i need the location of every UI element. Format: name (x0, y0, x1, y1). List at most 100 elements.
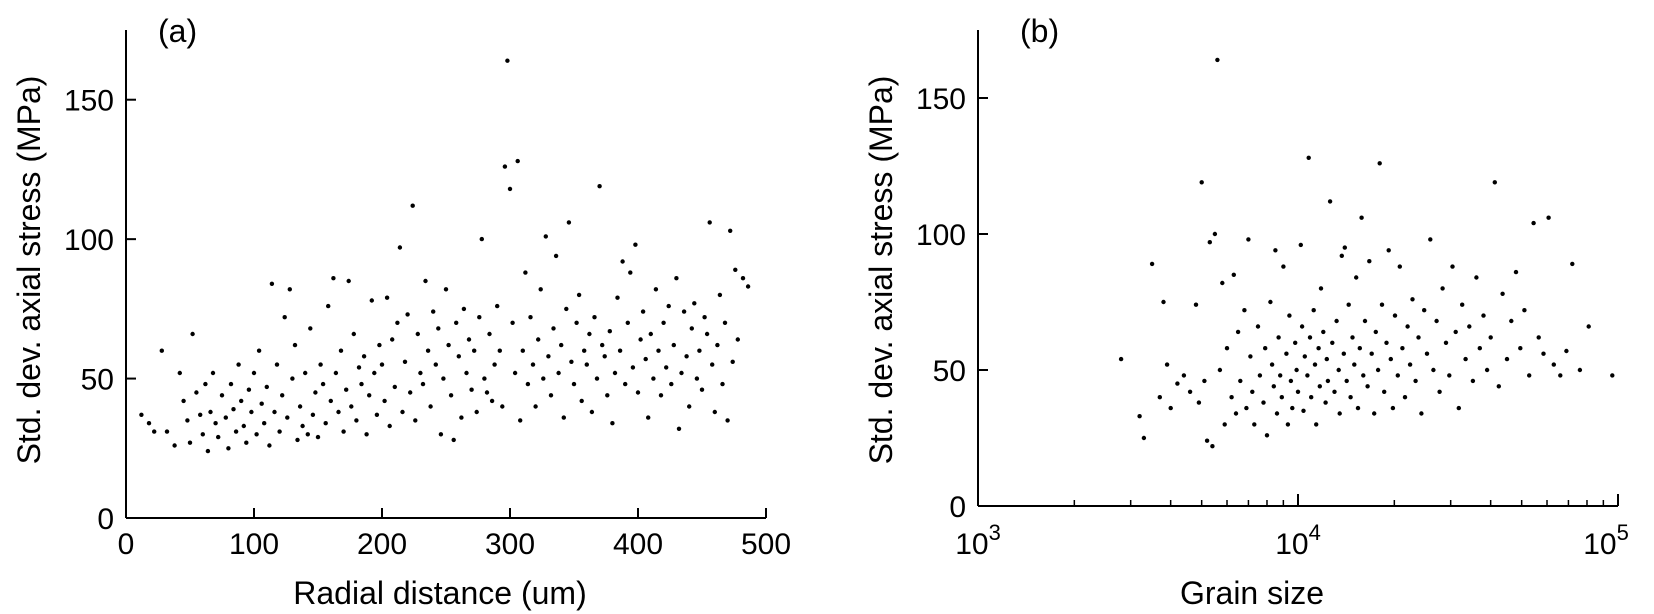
panel-a-data-point (664, 365, 669, 370)
panel-a-data-point (244, 440, 249, 445)
panel-a-data-point (397, 245, 403, 250)
panel-b-data-point (1443, 340, 1449, 345)
panel-b-data-point (1456, 405, 1462, 411)
panel-a-data-point (551, 326, 556, 331)
panel-a-data-point (745, 284, 751, 289)
panel-b-data-point (1307, 335, 1313, 340)
panel-b-data-point (1500, 291, 1505, 296)
panel-b-data-point (1295, 389, 1301, 394)
panel-a-data-point (336, 409, 341, 415)
panel-a-data-point (582, 348, 587, 353)
panel-b-data-point (1276, 335, 1281, 340)
panel-b-data-point (1268, 299, 1273, 305)
panel-b-data-point (1463, 356, 1468, 362)
panel-b-data-point (1419, 411, 1424, 416)
panel-b-data-point (1365, 384, 1370, 389)
panel-b-data-point (1522, 308, 1527, 313)
panel-a-data-point (697, 348, 702, 353)
panel-b-data-point (1437, 389, 1442, 394)
panel-a-data-point (464, 370, 469, 376)
panel-b-data-point (1298, 242, 1304, 248)
panel-a-data-point (223, 415, 228, 420)
panel-a-data-point (602, 354, 607, 359)
panel-a-data-point (571, 381, 577, 387)
panel-a-data-point (433, 362, 438, 367)
panel-b-data-point (1284, 351, 1289, 356)
panel-a-data-point (361, 354, 367, 359)
panel-a-data-point (538, 287, 543, 292)
panel-a-data-point (630, 365, 636, 370)
panel-b-data-point (1551, 362, 1557, 367)
panel-a-data-point (543, 234, 548, 239)
panel-a-data-point (633, 242, 638, 247)
panel-a-data-point (523, 270, 528, 275)
panel-a-data-point (264, 384, 269, 390)
panel-a-data-point (326, 303, 331, 309)
panel-b-data-point (1161, 299, 1166, 305)
panel-b-data-point (1248, 354, 1253, 359)
panel-a-data-point (349, 404, 354, 409)
panel-a-data-point (579, 398, 584, 404)
panel-b-data-point (1558, 373, 1563, 378)
panel-b-data-point (1397, 264, 1403, 269)
panel-b-data-point (1413, 378, 1418, 384)
panel-a-data-point (658, 393, 664, 398)
panel-a-data-point (190, 331, 195, 337)
panel-a-data-point (656, 348, 661, 353)
panel-a-data-point (589, 409, 595, 415)
panel-a-data-point (425, 348, 431, 353)
panel-b-data-point (1577, 367, 1583, 373)
panel-a-data-point (431, 309, 436, 314)
panel-b-data-point (1278, 373, 1283, 378)
panel-a-x-tick-label: 0 (118, 528, 135, 561)
panel-a-data-point (661, 320, 666, 325)
panel-a-x-tick-label: 400 (613, 528, 663, 561)
panel-a-data-point (305, 432, 310, 437)
panel-a-data-point (364, 432, 369, 437)
panel-b-data-point (1220, 280, 1225, 286)
panel-a-data-point (671, 342, 676, 348)
panel-a-data-point (669, 381, 674, 387)
panel-b-y-tick-label: 150 (916, 83, 966, 116)
panel-a-data-point (390, 337, 395, 342)
panel-a-data-point (487, 331, 492, 337)
panel-a-data-point (740, 276, 746, 281)
panel-b-data-point (1488, 335, 1493, 340)
panel-a-data-point (228, 381, 234, 387)
panel-b-data-point (1187, 389, 1193, 394)
panel-a-data-point (495, 303, 500, 309)
panel-a-y-tick-label: 0 (97, 503, 114, 536)
panel-b-data-point (1299, 324, 1305, 329)
panel-a-x-tick-label: 300 (485, 528, 535, 561)
panel-a-data-point (456, 354, 461, 359)
panel-a-data-point (612, 370, 618, 376)
panel-a-data-point (730, 359, 735, 364)
panel-a-data-point (474, 409, 479, 415)
panel-b-data-point (1199, 180, 1204, 185)
panel-a-data-point (515, 158, 520, 164)
panel-a-data-point (290, 376, 295, 381)
panel-a-data-point (472, 348, 477, 353)
panel-a-data-point (715, 342, 720, 348)
panel-a-data-point (219, 393, 225, 398)
panel-a-data-point (372, 370, 377, 376)
panel-b-data-point (1279, 395, 1285, 400)
panel-a-data-point (187, 440, 193, 445)
panel-a-data-point (320, 381, 326, 387)
panel-a-data-point (377, 342, 382, 348)
panel-b-data-point (1395, 373, 1401, 378)
panel-b-data-point (1301, 408, 1306, 413)
panel-b-data-point (1450, 264, 1455, 269)
panel-b-data-point (1337, 411, 1342, 416)
panel-a-data-point (395, 320, 400, 325)
panel-a-data-point (640, 309, 646, 314)
panel-a-data-point (564, 306, 569, 312)
panel-a-data-point (507, 186, 513, 192)
panel-b-scatter-plot: (b) Std. dev. axial stress (MPa) Grain s… (863, 13, 1629, 611)
panel-b-data-point (1318, 286, 1324, 291)
panel-b-data-point (1314, 422, 1319, 427)
panel-a-data-point (313, 390, 318, 395)
panel-b-data-point (1367, 259, 1372, 264)
panel-b-data-point (1261, 400, 1266, 405)
panel-b-data-point (1193, 302, 1199, 307)
